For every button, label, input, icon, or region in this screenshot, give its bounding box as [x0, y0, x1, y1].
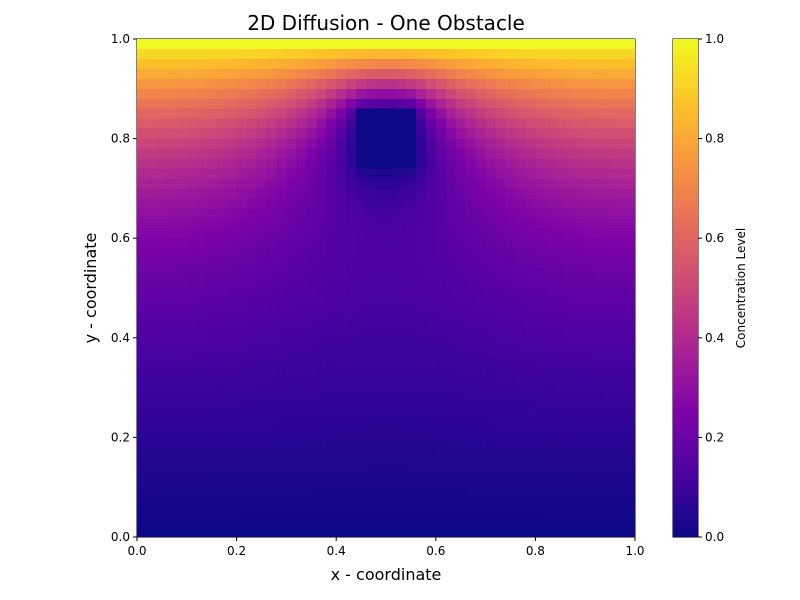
x-tick-label: 0.0	[127, 544, 146, 558]
colorbar-tick-label: 0.2	[705, 430, 724, 444]
y-tick-label: 0.0	[111, 530, 130, 544]
y-tick-label: 0.4	[111, 331, 130, 345]
colorbar-tick-label: 0.8	[705, 132, 724, 146]
heatmap	[137, 39, 635, 537]
x-tick-label: 0.6	[426, 544, 445, 558]
x-tick-label: 0.2	[227, 544, 246, 558]
colorbar-axis: 0.0 0.2 0.4 0.6 0.8 1.0	[698, 32, 724, 544]
colorbar-tick-label: 0.0	[705, 530, 724, 544]
colorbar-tick-label: 0.6	[705, 231, 724, 245]
y-tick-label: 1.0	[111, 32, 130, 46]
y-tick-label: 0.2	[111, 430, 130, 444]
y-tick-label: 0.6	[111, 231, 130, 245]
colorbar-tick-label: 1.0	[705, 32, 724, 46]
colorbar	[673, 39, 698, 537]
x-axis: 0.0 0.2 0.4 0.6 0.8 1.0	[127, 537, 645, 558]
x-tick-label: 0.8	[526, 544, 545, 558]
chart-title: 2D Diffusion - One Obstacle	[247, 11, 525, 35]
y-axis-label: y - coordinate	[81, 233, 100, 344]
colorbar-label: Concentration Level	[734, 228, 748, 348]
x-tick-label: 1.0	[625, 544, 644, 558]
y-tick-label: 0.8	[111, 132, 130, 146]
x-axis-label: x - coordinate	[331, 565, 442, 584]
x-tick-label: 0.4	[327, 544, 346, 558]
colorbar-tick-label: 0.4	[705, 331, 724, 345]
y-axis: 0.0 0.2 0.4 0.6 0.8 1.0	[111, 32, 137, 544]
